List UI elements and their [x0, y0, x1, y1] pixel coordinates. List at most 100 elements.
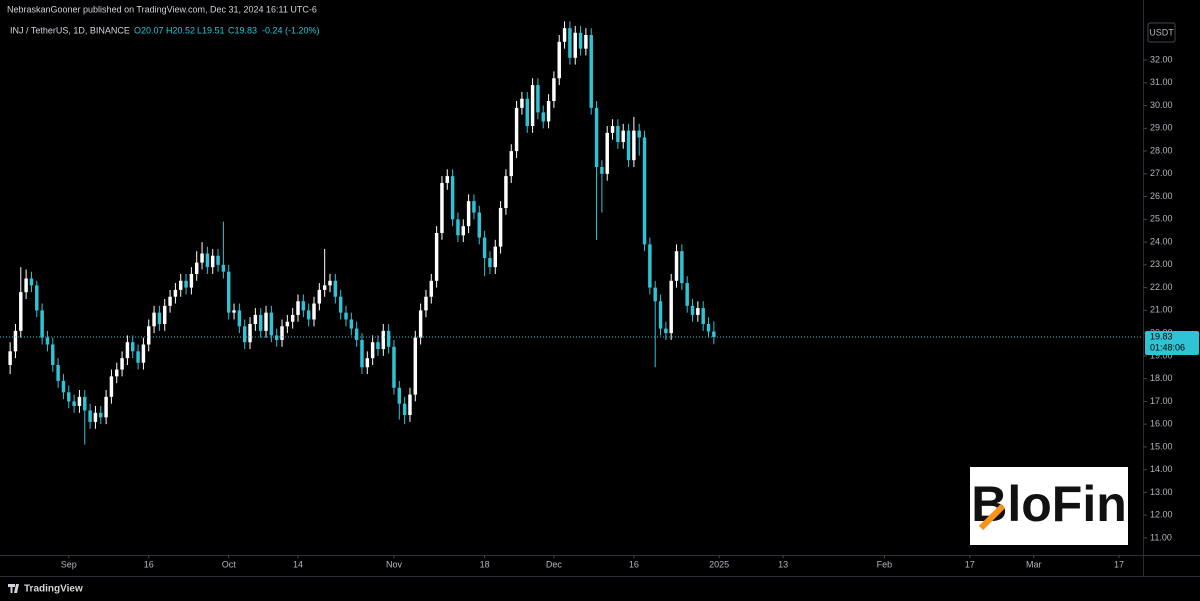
candle-body	[504, 176, 508, 208]
candle-body	[573, 32, 577, 58]
candle-body	[642, 137, 647, 245]
x-tick-label: Mar	[1026, 559, 1042, 569]
candle-body	[35, 285, 39, 311]
candle-body	[477, 212, 482, 238]
candle-body	[248, 324, 252, 343]
candle-body	[285, 321, 290, 327]
candle-body	[258, 314, 263, 331]
candle-body	[147, 326, 151, 345]
candle-body	[200, 253, 204, 263]
candle-body	[402, 403, 407, 416]
candle-body	[706, 324, 711, 332]
candle-body	[264, 312, 268, 331]
candle-body	[51, 344, 55, 365]
candle-body	[120, 358, 124, 370]
y-tick-label: 14.00	[1150, 464, 1173, 474]
candle-body	[445, 176, 450, 183]
candle-body	[56, 364, 60, 381]
candle-body	[306, 310, 311, 320]
candle-body	[365, 358, 370, 368]
candle-body	[658, 301, 663, 329]
candle-body	[269, 312, 274, 336]
y-tick-label: 30.00	[1150, 100, 1173, 110]
x-tick-label: 17	[1114, 559, 1124, 569]
logo-accent	[978, 503, 1006, 531]
x-tick-label: 14	[293, 559, 303, 569]
y-tick-label: 17.00	[1150, 396, 1173, 406]
candle-body	[280, 326, 284, 340]
candle-body	[274, 335, 279, 340]
candle-body	[472, 201, 476, 213]
candle-body	[381, 330, 386, 350]
candle-body	[440, 182, 444, 233]
candle-body	[13, 330, 18, 352]
ohlc-high: H20.52	[166, 25, 195, 35]
y-tick-label: 26.00	[1150, 191, 1173, 201]
candle-body	[205, 253, 210, 268]
footer-icon	[8, 584, 19, 593]
logo-box	[970, 467, 1128, 545]
candle-body	[178, 280, 183, 290]
candle-body	[77, 396, 82, 406]
y-tick-label: 18.00	[1150, 373, 1173, 383]
candle-body	[610, 126, 615, 133]
candle-body	[115, 369, 119, 377]
y-tick-label: 25.00	[1150, 214, 1173, 224]
candle-body	[72, 401, 76, 406]
y-tick-label: 23.00	[1150, 259, 1173, 269]
candle-body	[488, 258, 492, 268]
candle-body	[552, 78, 556, 102]
candle-body	[338, 296, 343, 313]
y-tick-label: 11.00	[1150, 532, 1172, 542]
candle-body	[424, 296, 428, 311]
candle-body	[157, 312, 162, 325]
candle-body	[24, 278, 28, 293]
candle-body	[40, 310, 44, 338]
currency-box[interactable]	[1147, 22, 1176, 43]
candle-body	[168, 296, 172, 306]
ohlc-open: O20.07	[134, 25, 164, 35]
candle-body	[301, 301, 306, 311]
candle-body	[221, 264, 226, 272]
logo-text: BloFin	[971, 476, 1127, 532]
candle-body	[93, 412, 98, 422]
candle-body	[360, 339, 364, 368]
candle-body	[530, 85, 535, 127]
y-tick-label: 19.00	[1150, 350, 1173, 360]
candle-body	[680, 251, 684, 284]
candle-body	[413, 337, 418, 395]
x-tick-label: 2025	[709, 559, 729, 569]
y-tick-label: 32.00	[1150, 54, 1173, 64]
candle-body	[589, 35, 593, 108]
candle-body	[637, 130, 641, 138]
candle-body	[253, 314, 258, 325]
candle-body	[520, 98, 524, 108]
change: -0.24 (-1.20%)	[262, 25, 320, 35]
candle-body	[434, 232, 439, 281]
currency[interactable]: USDT	[1149, 27, 1174, 37]
candle-body	[136, 351, 140, 363]
candle-body	[173, 289, 178, 297]
candle-body	[386, 330, 391, 347]
candle-body	[370, 342, 375, 359]
candle-body	[616, 126, 620, 142]
y-tick-label: 27.00	[1150, 168, 1173, 178]
candle-body	[210, 255, 215, 268]
candle-body	[568, 28, 572, 58]
candle-body	[626, 130, 631, 161]
footer-logo: TradingView	[8, 584, 83, 595]
last-price-box	[1145, 330, 1199, 355]
candle-body	[536, 85, 540, 113]
ohlc-low: L19.51	[197, 25, 225, 35]
candle-body	[104, 396, 108, 418]
candle-body	[514, 107, 519, 152]
candle-body	[333, 280, 338, 297]
candle-body	[664, 328, 668, 334]
candle-body	[594, 107, 599, 168]
candle-body	[328, 280, 332, 286]
x-tick-label: Dec	[546, 559, 563, 569]
candle-body	[461, 226, 466, 236]
candle-body	[317, 289, 322, 304]
candle-body	[83, 396, 87, 411]
